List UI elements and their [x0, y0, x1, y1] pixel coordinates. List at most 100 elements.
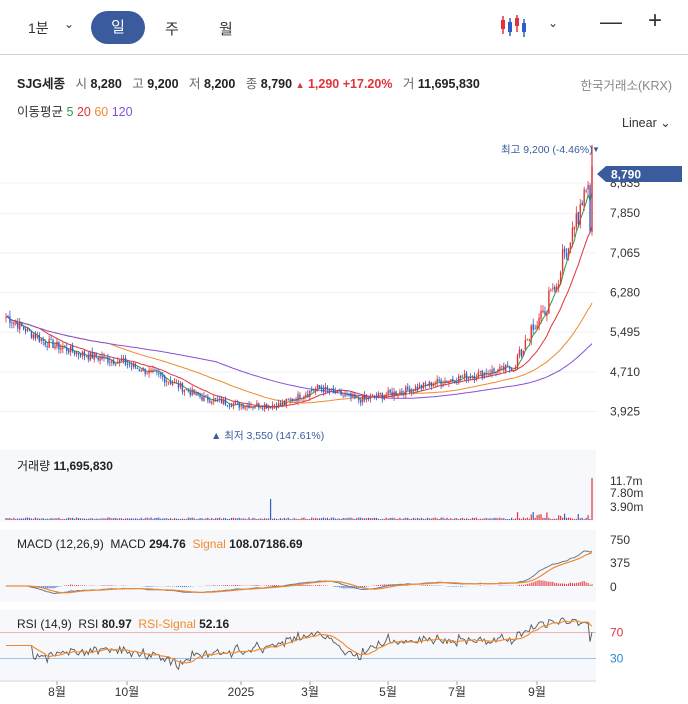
candle-body [199, 394, 201, 398]
volume-bar [136, 518, 138, 520]
candle-body [109, 361, 111, 363]
candle-body [295, 399, 297, 401]
volume-label: 거 [402, 77, 415, 91]
candle-body [218, 398, 221, 400]
macd-histogram-bar [74, 585, 76, 586]
chevron-down-icon[interactable]: ⌄ [548, 16, 559, 30]
chevron-down-icon[interactable]: ⌄ [64, 17, 75, 31]
candle-body [158, 373, 160, 375]
macd-histogram-bar [344, 586, 346, 589]
candle-body [256, 403, 258, 406]
macd-histogram-bar [364, 586, 366, 588]
tab-month[interactable]: 월 [219, 21, 233, 38]
volume-bar [532, 512, 534, 520]
candle-body [367, 397, 370, 399]
candle-body [91, 352, 93, 359]
volume-bar [7, 518, 9, 520]
macd-signal-value: 108.07186.69 [229, 537, 303, 551]
candle-body [46, 345, 48, 347]
candle-body [248, 404, 250, 409]
candle-body [13, 322, 15, 325]
volume-bar [516, 512, 519, 520]
macd-histogram-bar [479, 585, 481, 586]
tab-week[interactable]: 주 [165, 21, 179, 38]
macd-histogram-bar [552, 581, 554, 586]
tab-day[interactable]: 일 [91, 11, 145, 44]
candle-body [44, 342, 46, 346]
volume-bar [121, 518, 123, 520]
volume-bar [260, 518, 262, 520]
candle-body [118, 359, 121, 363]
candle-body [473, 375, 476, 379]
volume-bar [101, 518, 103, 520]
volume-bar [569, 517, 572, 520]
volume-panel [0, 450, 596, 522]
candle-body [456, 381, 458, 383]
volume-bar [591, 478, 593, 520]
x-axis-tick: 8월 [48, 685, 66, 699]
candle-body [338, 390, 340, 392]
candle-body [20, 323, 23, 327]
candle-body [167, 381, 170, 383]
candle-body [481, 370, 483, 378]
volume-bar [58, 517, 60, 520]
candlestick-type-icon[interactable] [499, 12, 529, 40]
volume-bar [148, 518, 150, 520]
candle-body [115, 364, 117, 366]
macd-histogram-bar [342, 586, 344, 589]
candle-body [83, 351, 86, 357]
volume-bar [32, 518, 35, 520]
candle-body [507, 365, 509, 367]
interval-selector[interactable]: 1분 [28, 20, 49, 36]
candle-body [24, 329, 27, 332]
candle-body [185, 389, 188, 390]
volume-bar [126, 518, 129, 520]
volume-bar [330, 517, 332, 520]
candle-body [50, 339, 52, 341]
volume-bar [152, 518, 154, 520]
zoom-in-icon[interactable]: + [648, 7, 663, 34]
candle-body [48, 339, 50, 348]
volume-bar [469, 519, 472, 520]
candle-body [277, 403, 280, 408]
candle-body [28, 329, 31, 331]
candle-body [60, 347, 62, 350]
change-value: 1,290 [307, 77, 340, 91]
volume-bar [68, 517, 70, 520]
candle-body [326, 387, 329, 390]
volume-bar [95, 518, 97, 520]
macd-histogram-bar [454, 586, 456, 587]
scale-mode-selector[interactable]: Linear ⌄ [622, 115, 671, 130]
volume-bar [5, 518, 7, 520]
macd-histogram-bar [68, 585, 70, 586]
volume-bar [514, 518, 517, 520]
candle-body [350, 393, 352, 398]
volume-bar [66, 518, 68, 520]
low-value: 8,200 [204, 77, 236, 91]
volume-bar [140, 517, 142, 520]
volume-bar [281, 518, 283, 520]
candle-body [105, 357, 107, 359]
volume-bar [15, 518, 17, 520]
candle-body [211, 402, 213, 404]
macd-histogram-bar [58, 586, 60, 587]
candle-body [134, 363, 137, 368]
zoom-out-icon[interactable]: — [600, 9, 622, 34]
candle-body [316, 384, 319, 389]
candle-body [175, 382, 178, 384]
candle-body [279, 402, 282, 406]
volume-bar [144, 518, 146, 520]
volume-bar [26, 517, 29, 520]
volume-bar [364, 518, 366, 520]
macd-histogram-bar [76, 585, 78, 586]
volume-bar [122, 518, 125, 520]
macd-histogram-bar [52, 586, 54, 589]
macd-histogram-bar [587, 583, 589, 586]
candle-body [99, 356, 101, 361]
macd-histogram-bar [105, 585, 107, 586]
exchange-label: 한국거래소(KRX) [580, 79, 672, 93]
volume-bar [465, 518, 468, 520]
volume-bar [436, 518, 438, 520]
candle-body [365, 397, 368, 400]
